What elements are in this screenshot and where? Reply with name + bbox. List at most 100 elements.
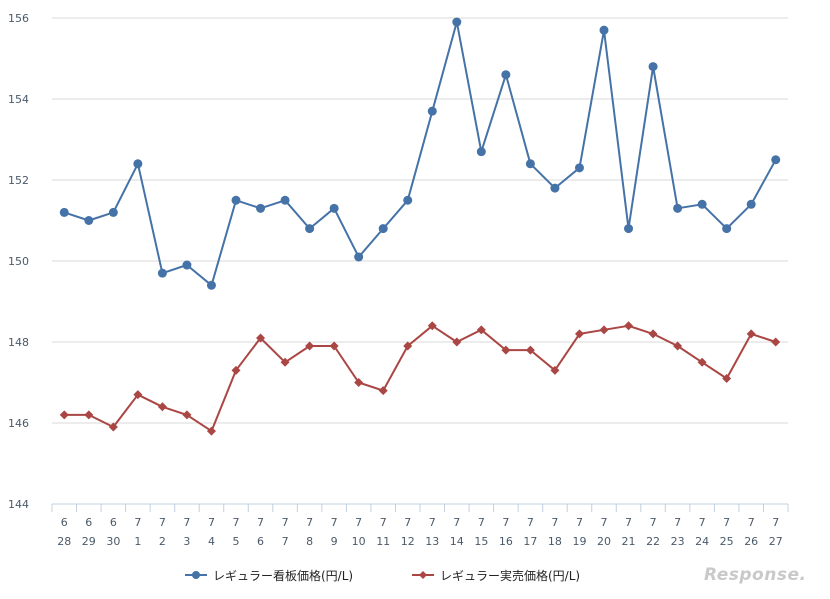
legend-label-actual-price: レギュラー実売価格(円/L): [440, 568, 581, 583]
data-point[interactable]: [624, 224, 634, 234]
data-point[interactable]: [476, 325, 486, 335]
data-point[interactable]: [108, 422, 118, 432]
data-point[interactable]: [771, 155, 781, 165]
x-tick-label-month: 7: [380, 516, 387, 529]
x-tick-label-month: 7: [576, 516, 583, 529]
data-point[interactable]: [501, 70, 511, 80]
x-tick-label-day: 22: [646, 535, 660, 548]
x-tick-label-day: 29: [82, 535, 96, 548]
data-point[interactable]: [280, 357, 290, 367]
data-point[interactable]: [305, 341, 315, 351]
data-point[interactable]: [624, 321, 634, 331]
data-point[interactable]: [746, 329, 756, 339]
data-point[interactable]: [256, 333, 266, 343]
x-tick-label-month: 7: [134, 516, 141, 529]
data-point[interactable]: [501, 345, 511, 355]
data-point[interactable]: [280, 195, 290, 205]
x-tick-label-month: 7: [502, 516, 509, 529]
x-tick-label-month: 7: [306, 516, 313, 529]
x-tick-label-day: 21: [622, 535, 636, 548]
data-point[interactable]: [182, 260, 192, 270]
data-point[interactable]: [157, 268, 167, 278]
x-tick-label-month: 7: [331, 516, 338, 529]
data-point[interactable]: [182, 410, 192, 420]
grid-lines: [52, 17, 788, 505]
legend-item-signboard-price[interactable]: レギュラー看板価格(円/L): [185, 563, 353, 587]
data-point[interactable]: [231, 195, 241, 205]
x-tick-label-month: 7: [650, 516, 657, 529]
x-tick-label-month: 7: [551, 516, 558, 529]
data-point[interactable]: [525, 345, 535, 355]
x-tick-label-day: 9: [331, 535, 338, 548]
data-point[interactable]: [231, 365, 241, 375]
data-point[interactable]: [84, 216, 94, 225]
circle-marker-icon: [185, 571, 207, 579]
data-point[interactable]: [354, 252, 364, 262]
data-point[interactable]: [673, 203, 683, 213]
x-tick-label-month: 6: [110, 516, 117, 529]
data-point[interactable]: [452, 337, 462, 347]
data-point[interactable]: [133, 390, 143, 400]
x-tick-label-day: 18: [548, 535, 562, 548]
x-tick-label-day: 5: [233, 535, 240, 548]
data-point[interactable]: [550, 365, 560, 375]
data-point[interactable]: [403, 195, 413, 205]
data-point[interactable]: [378, 386, 388, 396]
x-tick-label-month: 7: [282, 516, 289, 529]
y-tick-label: 146: [8, 417, 29, 430]
data-point[interactable]: [722, 224, 732, 234]
data-point[interactable]: [256, 203, 266, 213]
data-point[interactable]: [329, 203, 339, 213]
data-point[interactable]: [673, 341, 683, 351]
x-tick-label-day: 7: [282, 535, 289, 548]
x-tick-label-day: 14: [450, 535, 464, 548]
x-tick-label-day: 8: [306, 535, 313, 548]
data-point[interactable]: [84, 410, 94, 420]
data-point[interactable]: [697, 357, 707, 367]
data-point[interactable]: [59, 410, 69, 420]
data-point[interactable]: [574, 329, 584, 339]
data-point[interactable]: [599, 25, 609, 35]
data-point[interactable]: [403, 341, 413, 351]
data-point[interactable]: [206, 280, 216, 290]
data-point[interactable]: [746, 199, 756, 209]
data-point[interactable]: [305, 224, 315, 234]
x-tick-label-month: 7: [625, 516, 632, 529]
x-tick-label-month: 7: [674, 516, 681, 529]
series-line-1: [64, 324, 777, 433]
data-point[interactable]: [427, 321, 437, 331]
data-point[interactable]: [427, 106, 437, 116]
x-tick-label-month: 6: [61, 516, 68, 529]
data-point[interactable]: [599, 325, 609, 335]
x-tick-label-day: 1: [134, 535, 141, 548]
y-tick-label: 154: [8, 93, 29, 106]
legend-label-signboard-price: レギュラー看板価格(円/L): [213, 568, 354, 583]
data-point[interactable]: [648, 62, 658, 72]
data-point[interactable]: [133, 159, 143, 169]
x-tick-label-day: 11: [376, 535, 390, 548]
data-point[interactable]: [476, 147, 486, 157]
data-point[interactable]: [574, 163, 584, 173]
data-point[interactable]: [354, 378, 364, 387]
data-point[interactable]: [378, 224, 388, 234]
x-tick-label-month: 7: [183, 516, 190, 529]
data-point[interactable]: [59, 207, 69, 217]
x-tick-label-month: 7: [772, 516, 779, 529]
x-tick-label-month: 7: [208, 516, 215, 529]
data-point[interactable]: [550, 183, 560, 193]
x-tick-label-day: 17: [523, 535, 537, 548]
data-point[interactable]: [206, 426, 216, 436]
data-point[interactable]: [771, 337, 781, 347]
data-point[interactable]: [648, 329, 658, 339]
x-tick-label-day: 12: [401, 535, 415, 548]
data-point[interactable]: [697, 199, 707, 209]
data-point[interactable]: [157, 402, 167, 412]
data-point[interactable]: [722, 373, 732, 383]
data-point[interactable]: [452, 17, 462, 27]
data-point[interactable]: [108, 207, 118, 217]
data-point[interactable]: [525, 159, 535, 169]
data-point[interactable]: [329, 341, 339, 351]
legend: レギュラー看板価格(円/L) レギュラー実売価格(円/L): [0, 563, 830, 587]
legend-item-actual-price[interactable]: レギュラー実売価格(円/L): [412, 563, 580, 587]
